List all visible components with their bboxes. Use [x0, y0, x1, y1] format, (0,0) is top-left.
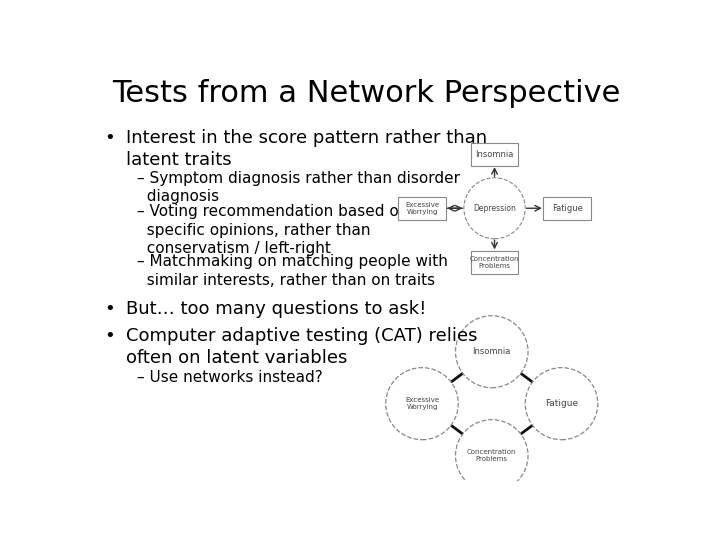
Text: Depression: Depression	[473, 204, 516, 213]
Text: – Symptom diagnosis rather than disorder
  diagnosis: – Symptom diagnosis rather than disorder…	[138, 171, 460, 205]
Text: Computer adaptive testing (CAT) relies
often on latent variables: Computer adaptive testing (CAT) relies o…	[126, 327, 478, 367]
Text: Insomnia: Insomnia	[472, 347, 511, 356]
Text: Insomnia: Insomnia	[475, 150, 514, 159]
Text: – Use networks instead?: – Use networks instead?	[138, 370, 323, 386]
Ellipse shape	[456, 316, 528, 388]
Ellipse shape	[456, 420, 528, 492]
Text: Excessive
Worrying: Excessive Worrying	[405, 397, 439, 410]
FancyBboxPatch shape	[471, 251, 518, 274]
Ellipse shape	[464, 178, 526, 239]
Text: •: •	[104, 300, 114, 318]
Text: Fatigue: Fatigue	[545, 399, 578, 408]
Text: – Matchmaking on matching people with
  similar interests, rather than on traits: – Matchmaking on matching people with si…	[138, 254, 449, 288]
Text: Interest in the score pattern rather than
latent traits: Interest in the score pattern rather tha…	[126, 129, 487, 170]
Text: Fatigue: Fatigue	[552, 204, 582, 213]
FancyBboxPatch shape	[544, 197, 591, 220]
FancyBboxPatch shape	[471, 143, 518, 166]
Ellipse shape	[386, 368, 458, 440]
Text: – Voting recommendation based on
  specific opinions, rather than
  conservatism: – Voting recommendation based on specifi…	[138, 204, 409, 256]
Text: But… too many questions to ask!: But… too many questions to ask!	[126, 300, 427, 318]
Text: Concentration
Problems: Concentration Problems	[470, 256, 519, 269]
Text: Excessive
Worrying: Excessive Worrying	[405, 202, 439, 215]
FancyBboxPatch shape	[398, 197, 446, 220]
Text: •: •	[104, 129, 114, 147]
Ellipse shape	[526, 368, 598, 440]
Text: •: •	[104, 327, 114, 345]
Text: Tests from a Network Perspective: Tests from a Network Perspective	[112, 79, 621, 109]
Text: Concentration
Problems: Concentration Problems	[467, 449, 516, 462]
